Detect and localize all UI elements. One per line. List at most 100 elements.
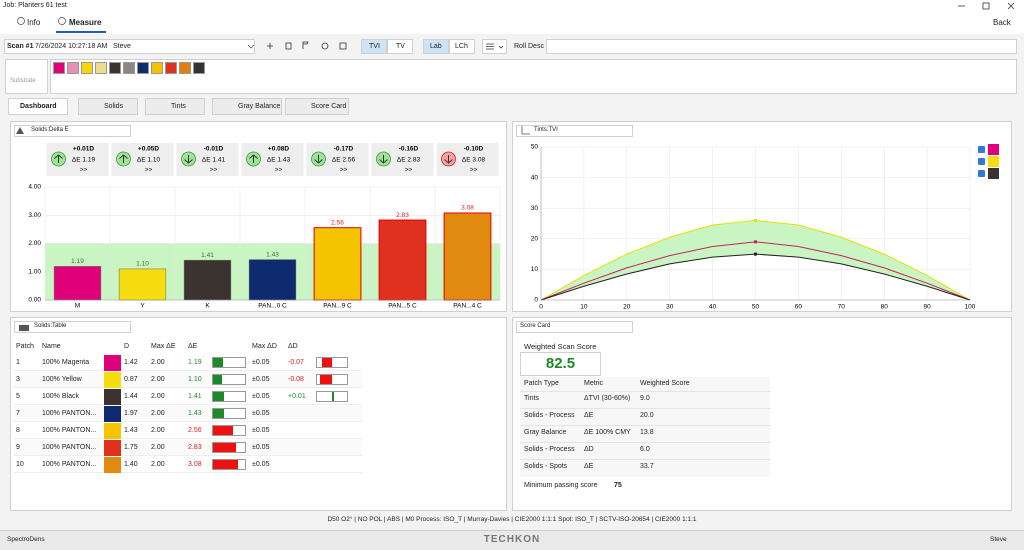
table-cell: ±0.05 [252,393,269,400]
delta-d: +0.01D [73,146,94,153]
legend-checkbox[interactable] [978,146,985,153]
more-link[interactable]: >> [405,167,413,174]
table-cell: -0.07 [288,359,304,366]
x-tick-label: Y [140,303,145,310]
legend-checkbox[interactable] [978,170,985,177]
delta-d: -0.17D [334,146,354,153]
x-tick-label: K [205,303,210,310]
swatch[interactable] [53,62,65,74]
more-link[interactable]: >> [275,167,283,174]
bar [444,213,491,300]
table-cell: ΔE [584,463,593,470]
y-tick-label: 10 [531,266,539,273]
table-swatch [104,457,121,473]
table-cell: 100% PANTON... [42,410,96,417]
bar [119,269,166,300]
y-tick-label: 4.00 [28,184,41,191]
bar [249,260,296,300]
table-cell: 7 [16,410,20,417]
swatch[interactable] [123,62,135,74]
table-cell: 2.00 [151,461,165,468]
table-cell: 2.00 [151,444,165,451]
more-link[interactable]: >> [340,167,348,174]
chart-icon [522,126,530,134]
mini-bar [213,375,222,384]
value-label: 2.83 [396,212,409,219]
warning-icon [16,127,24,134]
table-cell: -0.08 [288,376,304,383]
table-header: Patch [16,343,34,350]
table-cell: ΔE 100% CMY [584,429,631,436]
bar [379,220,426,300]
legend-checkbox[interactable] [978,158,985,165]
swatch[interactable] [81,62,93,74]
mini-bar [213,443,236,452]
bar [314,228,361,300]
table-header: ΔD [288,343,298,350]
table-swatch [104,389,121,405]
subtab-label: Score Card [311,103,346,110]
point-marker [754,219,757,222]
table-cell: 100% Black [42,393,79,400]
subtab-label: Gray Balance [238,103,280,110]
table-cell: 2.56 [188,427,202,434]
table-cell: 3 [16,376,20,383]
table-cell: 9 [16,444,20,451]
x-tick-label: M [75,303,80,310]
value-label: 1.10 [136,261,149,268]
table-icon [19,325,29,331]
swatch[interactable] [67,62,79,74]
x-tick-label: 60 [795,304,803,311]
value-label: 1.43 [266,251,279,258]
legend-swatch [988,168,999,179]
table-cell: 2.00 [151,376,165,383]
table-swatch [104,355,121,371]
x-tick-label: 10 [580,304,588,311]
table-header: Max ΔE [151,343,176,350]
y-tick-label: 40 [531,174,539,181]
x-tick-label: 50 [752,304,760,311]
swatch[interactable] [179,62,191,74]
subtab-label: Dashboard [20,103,57,110]
swatch[interactable] [165,62,177,74]
table-cell: 2.00 [151,393,165,400]
mini-bar [320,375,332,384]
table-cell: 6.0 [640,446,650,453]
more-link[interactable]: >> [80,167,88,174]
swatch[interactable] [193,62,205,74]
mini-bar [213,392,224,401]
table-cell: ±0.05 [252,376,269,383]
y-tick-label: 3.00 [28,212,41,219]
y-tick-label: 1.00 [28,268,41,275]
delta-d: -0.01D [204,146,224,153]
more-link[interactable]: >> [210,167,218,174]
table-cell: 0.87 [124,376,138,383]
bar [54,266,101,300]
x-tick-label: PAN...5 C [388,303,417,310]
delta-e: ΔE 1.19 [72,157,96,164]
table-cell: 100% Yellow [42,376,82,383]
table-cell: 2.83 [188,444,202,451]
toolbar-icons [267,42,503,49]
table-cell: 1.75 [124,444,138,451]
table-swatch [104,406,121,422]
delta-e: ΔE 1.41 [202,157,226,164]
swatch[interactable] [109,62,121,74]
x-tick-label: 20 [623,304,631,311]
value-label: 1.41 [201,252,214,259]
table-cell: 2.00 [151,427,165,434]
table-cell: 2.00 [151,410,165,417]
table-swatch [104,423,121,439]
table-cell: ΔD [584,446,594,453]
x-tick-label: 40 [709,304,717,311]
x-tick-label: 30 [666,304,674,311]
swatch[interactable] [151,62,163,74]
more-link[interactable]: >> [145,167,153,174]
point-marker [754,253,757,256]
swatch[interactable] [137,62,149,74]
table-cell: Tints [524,395,539,402]
swatch[interactable] [95,62,107,74]
mini-bar [213,409,224,418]
table-header: Metric [584,380,603,387]
more-link[interactable]: >> [470,167,478,174]
